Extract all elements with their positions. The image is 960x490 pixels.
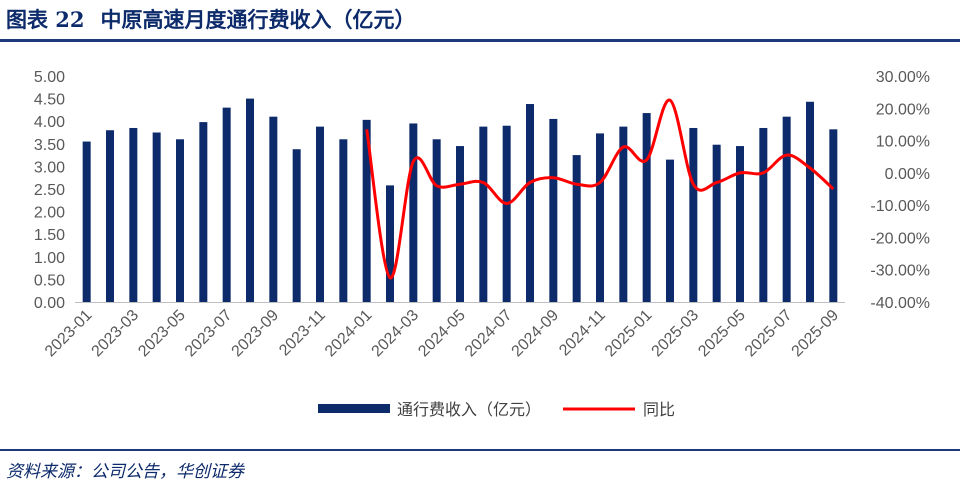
x-tick-label: 2024-11 bbox=[556, 307, 609, 360]
bar-2023-11 bbox=[316, 126, 324, 303]
chart-title: 中原高速月度通行费收入（亿元） bbox=[100, 7, 416, 32]
x-tick-label: 2024-03 bbox=[369, 307, 423, 361]
bar-2025-05 bbox=[736, 146, 744, 302]
bar-2024-04 bbox=[432, 139, 441, 302]
bar-series bbox=[82, 98, 838, 303]
y-left-tick-label: 3.00 bbox=[34, 159, 65, 176]
x-tick-label: 2023-01 bbox=[42, 307, 96, 361]
bar-2024-06 bbox=[479, 126, 488, 303]
bar-2025-04 bbox=[712, 144, 721, 302]
bar-2023-10 bbox=[292, 149, 301, 302]
y-left-tick-label: 1.50 bbox=[34, 227, 65, 244]
y-right-tick-label: 30.00% bbox=[876, 69, 930, 86]
line-series bbox=[365, 98, 835, 280]
y-left-tick-label: 5.00 bbox=[34, 69, 65, 86]
bar-2024-07 bbox=[502, 125, 511, 302]
bar-2023-05 bbox=[176, 139, 184, 302]
x-tick-label: 2024-07 bbox=[462, 307, 516, 361]
x-tick-label: 2025-01 bbox=[602, 307, 656, 361]
bar-2024-11 bbox=[596, 133, 604, 302]
y-left-tick-label: 3.50 bbox=[34, 137, 65, 154]
bar-2024-09 bbox=[549, 118, 558, 302]
x-tick-label: 2023-11 bbox=[276, 307, 329, 360]
yoy-line bbox=[365, 98, 835, 280]
bar-2024-05 bbox=[456, 146, 464, 302]
x-tick-label: 2025-05 bbox=[695, 307, 749, 361]
figure-title: 图表 22 中原高速月度通行费收入（亿元） bbox=[6, 4, 416, 34]
bar-2025-07 bbox=[782, 116, 791, 303]
y-left-tick-label: 4.00 bbox=[34, 114, 65, 131]
bar-2025-01 bbox=[642, 113, 651, 303]
x-tick-label: 2024-01 bbox=[322, 307, 376, 361]
bar-2023-03 bbox=[129, 127, 138, 302]
bar-2025-03 bbox=[689, 127, 698, 302]
bar-2025-09 bbox=[829, 129, 838, 302]
bar-2024-12 bbox=[619, 126, 628, 303]
x-tick-label: 2024-09 bbox=[509, 307, 563, 361]
y-right-tick-label: 10.00% bbox=[876, 134, 930, 151]
legend-item-bar: 通行费收入（亿元） bbox=[318, 400, 541, 419]
bar-2023-04 bbox=[152, 132, 161, 302]
y-axis-left: 0.00 0.50 1.00 1.50 2.00 2.50 3.00 3.50 4.00 4.50… bbox=[34, 69, 65, 312]
bar-2023-07 bbox=[222, 107, 231, 302]
y-right-tick-label: 20.00% bbox=[876, 101, 930, 118]
y-left-tick-label: 2.00 bbox=[34, 205, 65, 222]
chart: 0.00 0.50 1.00 1.50 2.00 2.50 3.00 3.50 4.00 4.50… bbox=[34, 69, 930, 419]
title-rule bbox=[0, 39, 960, 42]
bar-2023-12 bbox=[339, 139, 348, 302]
bar-2025-06 bbox=[759, 127, 768, 302]
y-left-tick-label: 2.50 bbox=[34, 182, 65, 199]
bar-2025-08 bbox=[806, 101, 814, 302]
x-tick-label: 2023-09 bbox=[229, 307, 283, 361]
bar-2024-02 bbox=[386, 185, 394, 302]
y-right-tick-label: -30.00% bbox=[870, 263, 930, 280]
x-tick-label: 2025-03 bbox=[649, 307, 703, 361]
source-note: 资料来源：公司公告，华创证券 bbox=[6, 462, 244, 482]
bar-2023-08 bbox=[246, 98, 254, 302]
y-left-tick-label: 0.00 bbox=[34, 295, 65, 312]
legend-line-label: 同比 bbox=[643, 400, 675, 419]
x-tick-label: 2023-05 bbox=[135, 307, 189, 361]
footer-rule bbox=[0, 449, 960, 451]
legend-bar-label: 通行费收入（亿元） bbox=[397, 400, 541, 419]
figure-label: 图表 22 bbox=[6, 7, 85, 32]
legend-bar-swatch bbox=[318, 404, 390, 413]
y-right-tick-label: -20.00% bbox=[870, 230, 930, 247]
bar-2023-01 bbox=[82, 141, 91, 302]
bar-2024-03 bbox=[409, 123, 418, 303]
bar-2024-10 bbox=[572, 155, 581, 302]
y-left-tick-label: 0.50 bbox=[34, 272, 65, 289]
x-tick-label: 2025-07 bbox=[742, 307, 796, 361]
legend: 通行费收入（亿元） 同比 bbox=[318, 400, 675, 419]
bar-2023-09 bbox=[269, 116, 278, 303]
x-tick-label: 2023-07 bbox=[182, 307, 236, 361]
y-left-tick-label: 4.50 bbox=[34, 92, 65, 109]
y-right-tick-label: -40.00% bbox=[870, 295, 930, 312]
bar-2024-08 bbox=[526, 104, 534, 302]
y-left-tick-label: 1.00 bbox=[34, 250, 65, 267]
x-tick-label: 2025-09 bbox=[789, 307, 843, 361]
y-right-tick-label: -10.00% bbox=[870, 198, 930, 215]
x-axis: 2023-012023-032023-052023-072023-092023-… bbox=[42, 302, 845, 361]
y-axis-right: -40.00% -30.00% -20.00% -10.00% 0.00% 10.00% 2… bbox=[870, 69, 930, 312]
x-tick-label: 2024-05 bbox=[415, 307, 469, 361]
x-tick-label: 2023-03 bbox=[89, 307, 143, 361]
bar-2024-01 bbox=[362, 119, 371, 303]
y-right-tick-label: 0.00% bbox=[885, 166, 930, 183]
legend-item-line: 同比 bbox=[563, 400, 675, 419]
bar-2023-06 bbox=[199, 122, 208, 302]
bar-2025-02 bbox=[666, 159, 674, 302]
bar-2023-02 bbox=[106, 130, 114, 302]
